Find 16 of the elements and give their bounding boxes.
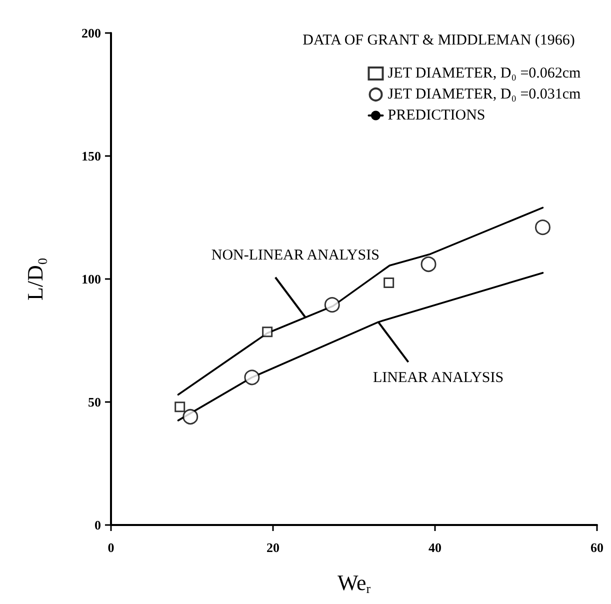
y-tick-label: 100: [82, 272, 101, 286]
y-tick-label: 0: [94, 518, 101, 532]
legend-label: PREDICTIONS: [388, 108, 486, 124]
x-tick-label: 0: [108, 540, 114, 555]
legend-title: DATA OF GRANT & MIDDLEMAN (1966): [302, 32, 575, 48]
legend-label: JET DIAMETER, D₀ =0.031cm: [388, 86, 582, 102]
annotation: NON-LINEAR ANALYSIS: [211, 247, 380, 264]
annotation: LINEAR ANALYSIS: [373, 370, 504, 386]
x-tick-label: 40: [428, 540, 442, 555]
y-axis-title: L/D₀: [22, 257, 48, 301]
y-tick-label: 150: [82, 148, 101, 164]
y-tick-label: 50: [88, 394, 101, 410]
legend-label: JET DIAMETER, D₀ =0.062cm: [388, 66, 582, 82]
x-tick-label: 60: [590, 540, 604, 555]
x-tick-label: 20: [266, 540, 280, 555]
y-tick-label: 200: [82, 26, 101, 40]
